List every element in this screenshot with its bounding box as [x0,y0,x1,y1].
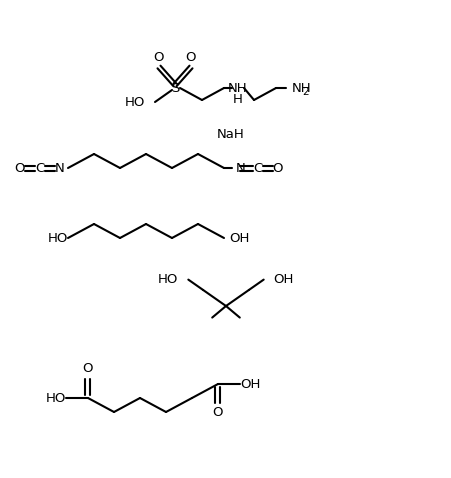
Text: HO: HO [46,391,66,404]
Text: HO: HO [157,273,178,286]
Text: OH: OH [239,378,260,391]
Text: OH: OH [273,273,294,286]
Text: N: N [55,162,65,174]
Text: S: S [170,82,179,95]
Text: NH: NH [228,82,247,95]
Text: O: O [15,162,25,174]
Text: NaH: NaH [216,128,244,141]
Text: C: C [253,162,262,174]
Text: O: O [83,362,93,376]
Text: O: O [272,162,283,174]
Text: O: O [185,51,196,64]
Text: HO: HO [124,96,145,109]
Text: HO: HO [47,231,68,245]
Text: H: H [233,93,242,106]
Text: N: N [235,162,245,174]
Text: NH: NH [291,82,311,95]
Text: C: C [35,162,45,174]
Text: O: O [212,406,223,420]
Text: OH: OH [229,231,249,245]
Text: O: O [153,51,164,64]
Text: 2: 2 [302,87,308,97]
